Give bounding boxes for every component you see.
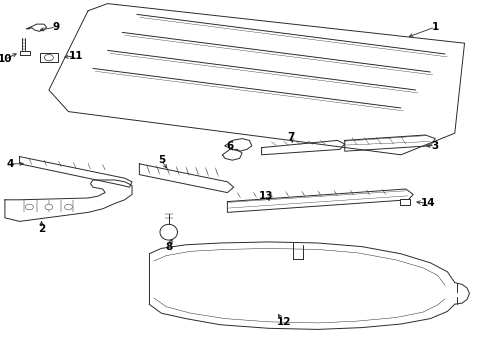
Text: 4: 4 <box>6 159 14 169</box>
Text: 9: 9 <box>53 22 60 32</box>
Text: 11: 11 <box>68 51 83 61</box>
Circle shape <box>45 204 53 210</box>
Text: 7: 7 <box>286 132 294 142</box>
Bar <box>399 199 409 205</box>
Polygon shape <box>49 4 464 155</box>
Text: 6: 6 <box>226 141 233 151</box>
Polygon shape <box>261 140 344 155</box>
Polygon shape <box>149 242 454 329</box>
Text: 1: 1 <box>431 22 438 32</box>
Polygon shape <box>227 189 412 212</box>
Text: 5: 5 <box>158 155 164 165</box>
Bar <box>20 51 30 55</box>
Text: 12: 12 <box>276 317 290 327</box>
Polygon shape <box>222 149 242 160</box>
Polygon shape <box>160 224 177 240</box>
Bar <box>40 53 58 62</box>
Text: 3: 3 <box>431 141 438 151</box>
Text: 14: 14 <box>420 198 434 208</box>
Polygon shape <box>224 139 251 151</box>
Text: 10: 10 <box>0 54 12 64</box>
Text: 8: 8 <box>165 242 172 252</box>
Polygon shape <box>20 157 132 187</box>
Polygon shape <box>5 180 132 221</box>
Text: 13: 13 <box>259 191 273 201</box>
Circle shape <box>44 54 53 61</box>
Circle shape <box>64 204 72 210</box>
Polygon shape <box>344 135 434 151</box>
Text: 2: 2 <box>38 224 45 234</box>
Polygon shape <box>27 24 46 31</box>
Polygon shape <box>139 164 233 193</box>
Circle shape <box>25 204 33 210</box>
